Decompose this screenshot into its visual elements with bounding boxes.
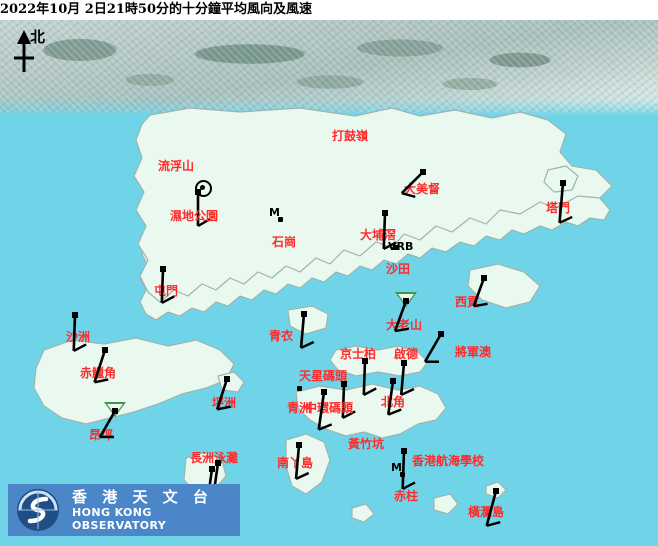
mainland-texture [0,20,658,112]
page-title: 2022年10月 2日21時50分的十分鐘平均風向及風速 [0,0,658,20]
north-arrow-icon [14,30,34,72]
station-label: 西貢 [455,295,480,309]
station-label: 青衣 [269,329,294,343]
station-label: 坪洲 [212,396,237,410]
station-label: 香港航海學校 [412,454,485,468]
station-label: 京士柏 [340,347,377,361]
missing-data-marker: M [391,461,402,474]
hko-logo-text: 香 港 天 文 台 HONG KONG OBSERVATORY [72,487,240,532]
station-label: 黃竹坑 [348,437,385,451]
station-label: 流浮山 [158,159,195,173]
missing-data-marker: M [269,206,280,219]
station-marker-dot [393,245,398,250]
mainland-satellite-imagery [0,20,658,116]
station-label: 大老山 [386,318,423,332]
station-label: 將軍澳 [455,345,492,359]
station-marker-ring [195,180,212,197]
station-label: 赤鱲角 [80,366,117,380]
station-label: 塔門 [546,201,571,215]
station-label: 沙田 [386,262,411,276]
station-label: 打鼓嶺 [332,129,369,143]
station-label: 昂坪 [89,428,114,442]
station-label: 青洲 [287,401,312,415]
station-label: 天星碼頭 [299,369,348,383]
map-canvas[interactable]: 北 打鼓嶺流浮山濕地公園石崗 M 大美督塔門大埔滘 VRB 沙田屯門西貢大老山青衣 沙洲京… [0,20,658,546]
coastline-shapes [33,107,613,523]
station-label: 啟德 [394,347,419,361]
hko-logo-mark-icon [17,489,59,531]
station-label: 赤柱 [394,489,419,503]
north-label: 北 [30,28,46,46]
hko-logo-en: HONG KONG OBSERVATORY [72,505,167,532]
station-label: 沙洲 [66,330,91,344]
station-label: 大美督 [404,182,441,196]
station-marker-dot [400,472,405,477]
station-marker-triangle-inner [107,404,123,415]
station-label: 南丫島 [277,456,314,470]
hko-logo-zh: 香 港 天 文 台 [72,487,213,506]
station-label: 屯門 [154,284,179,298]
station-label: 橫瀾島 [468,505,505,519]
station-label: 中環碼頭 [305,401,354,415]
station-label: VRB [388,240,414,253]
station-label: 石崗 [272,235,297,249]
hko-logo: 香 港 天 文 台 HONG KONG OBSERVATORY [8,484,240,536]
station-marker-triangle-inner [398,294,414,305]
station-label: 大埔滘 [360,228,397,242]
station-label: 濕地公園 [170,209,219,223]
station-label: 長洲泳灘 [190,451,239,465]
station-marker-dot [278,217,283,222]
station-label: 北角 [381,395,406,409]
station-marker-dot [297,386,302,391]
